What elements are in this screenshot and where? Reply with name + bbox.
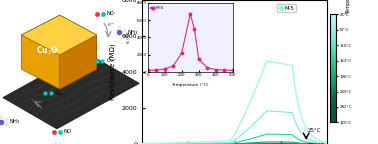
Legend: M-5: M-5 [277, 4, 296, 12]
Polygon shape [3, 52, 139, 129]
Text: O$_2$: O$_2$ [106, 56, 114, 65]
Text: 25°C: 25°C [308, 128, 322, 133]
Text: e$^-$: e$^-$ [107, 21, 116, 29]
Text: NO: NO [64, 129, 72, 134]
Polygon shape [21, 15, 97, 55]
Y-axis label: Resistance (MΩ): Resistance (MΩ) [110, 44, 116, 100]
Text: NO: NO [107, 11, 115, 16]
Title: Temperature: Temperature [346, 0, 351, 14]
Text: NH$_3$: NH$_3$ [9, 117, 21, 126]
Text: Cu$_2$O: Cu$_2$O [36, 44, 59, 57]
Text: 325°C: 325°C [308, 143, 325, 144]
Text: O$_2$: O$_2$ [55, 89, 63, 98]
Text: NH$_3$: NH$_3$ [127, 28, 139, 37]
Polygon shape [21, 15, 97, 89]
Polygon shape [60, 35, 97, 89]
Text: e$^-$: e$^-$ [31, 98, 39, 105]
Text: MoS$_2$: MoS$_2$ [11, 62, 30, 78]
